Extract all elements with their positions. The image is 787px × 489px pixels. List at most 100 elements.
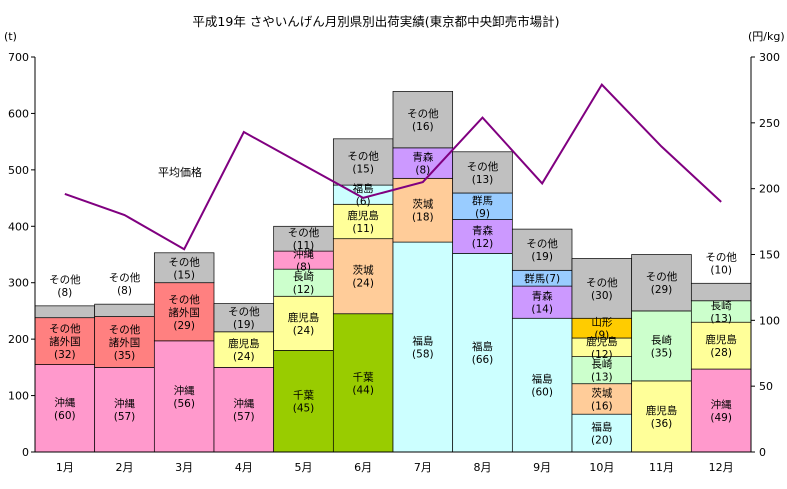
bars xyxy=(34,91,752,453)
bar-segment xyxy=(452,151,513,194)
segment-label: (60) xyxy=(531,387,553,399)
segment-label: その他 xyxy=(109,271,141,284)
segment-label: (10) xyxy=(710,264,732,276)
segment-label: 鹿児島 xyxy=(347,209,379,222)
right-tick-label: 150 xyxy=(759,249,780,262)
segment-label: (15) xyxy=(352,163,374,175)
segment-label: 鹿児島 xyxy=(228,337,260,350)
right-tick-label: 300 xyxy=(759,51,780,64)
bar-segment xyxy=(392,147,454,179)
segment-label: (13) xyxy=(472,174,494,186)
segment-label: (24) xyxy=(293,325,315,337)
segment-label: (29) xyxy=(651,284,673,296)
segment-label: (45) xyxy=(293,403,315,415)
x-tick-label: 7月 xyxy=(414,461,432,474)
segment-label: 福島 xyxy=(472,340,493,353)
segment-label: 青森 xyxy=(472,224,493,237)
segment-label: (13) xyxy=(591,372,613,384)
bar-segment xyxy=(332,203,394,240)
right-tick-label: 50 xyxy=(759,380,773,393)
bar-segment xyxy=(690,368,752,453)
segment-label: その他 xyxy=(49,322,81,335)
left-tick-label: 100 xyxy=(8,390,29,403)
left-tick-label: 300 xyxy=(8,277,29,290)
segment-label: 福島 xyxy=(532,373,553,386)
segment-label: その他 xyxy=(49,273,81,286)
bar-segment xyxy=(94,316,155,368)
chart-title: 平成19年 さやいんげん月別県別出荷実績(東京都中央卸売市場計) xyxy=(192,14,559,29)
segment-label: 茨城 xyxy=(353,264,374,277)
segment-label: (30) xyxy=(591,290,613,302)
segment-label: 茨城 xyxy=(412,198,433,211)
segment-label: (49) xyxy=(710,412,732,424)
bar-segment xyxy=(511,228,573,271)
bar-segment xyxy=(571,383,633,415)
segment-label: (28) xyxy=(710,347,732,359)
segment-label: (19) xyxy=(531,251,553,263)
segment-label: (15) xyxy=(173,269,195,281)
left-axis-unit: (t) xyxy=(4,30,17,43)
left-tick-label: 700 xyxy=(8,51,29,64)
left-tick-label: 600 xyxy=(8,107,29,120)
right-tick-label: 0 xyxy=(759,446,766,459)
segment-label: その他 xyxy=(168,255,200,268)
bar-segment xyxy=(153,282,215,342)
segment-label: (24) xyxy=(233,351,255,363)
segment-label: (9) xyxy=(594,330,609,342)
x-tick-label: 3月 xyxy=(175,461,193,474)
segment-label: (58) xyxy=(412,349,434,361)
segment-label: その他 xyxy=(407,107,439,120)
left-tick-label: 0 xyxy=(22,446,29,459)
segment-labels: 沖縄(60)その他諸外国(32)その他(8)沖縄(57)その他諸外国(35)その… xyxy=(49,107,737,446)
segment-label: 諸外国 xyxy=(109,336,141,349)
segment-label: (36) xyxy=(651,418,673,430)
bar-segment xyxy=(153,340,215,453)
x-tick-label: 5月 xyxy=(295,461,313,474)
axes: 0 100 200 300 400 500 600 700 0 50 100 150 200 250 300… xyxy=(8,51,780,474)
bar-segment xyxy=(452,253,513,453)
segment-label: 青森 xyxy=(532,290,553,303)
bar-segment xyxy=(34,305,96,319)
segment-label: 長崎 xyxy=(293,270,314,283)
segment-label: (16) xyxy=(591,400,613,412)
segment-label: その他 xyxy=(586,276,618,289)
segment-label: 沖縄 xyxy=(233,397,254,410)
bar-segment xyxy=(94,303,155,317)
bar-segment xyxy=(332,138,394,186)
bar-segment xyxy=(511,317,573,453)
bar-segment xyxy=(690,282,752,302)
segment-label: (35) xyxy=(114,350,136,362)
segment-label: 沖縄 xyxy=(54,396,75,409)
segment-label: (8) xyxy=(415,165,430,177)
segment-label: 群馬(7) xyxy=(524,272,560,285)
segment-label: その他 xyxy=(526,237,558,250)
x-tick-label: 2月 xyxy=(116,461,134,474)
segment-label: 長崎 xyxy=(711,299,732,312)
bar-segment xyxy=(392,91,454,149)
segment-label: (57) xyxy=(233,411,255,423)
segment-label: その他 xyxy=(109,323,141,336)
segment-label: (24) xyxy=(352,278,374,290)
segment-label: 青森 xyxy=(412,151,433,164)
x-tick-label: 4月 xyxy=(235,461,253,474)
segment-label: (20) xyxy=(591,435,613,447)
segment-label: 沖縄 xyxy=(293,248,314,261)
segment-label: (11) xyxy=(293,240,315,252)
segment-label: 福島 xyxy=(412,335,433,348)
price-line-path xyxy=(64,83,722,251)
bar-segment xyxy=(273,268,334,297)
segment-label: 千葉 xyxy=(293,389,314,402)
segment-label: 鹿児島 xyxy=(705,333,737,346)
segment-label: その他 xyxy=(288,226,320,239)
price-line-label: 平均価格 xyxy=(158,165,202,179)
x-tick-label: 8月 xyxy=(474,461,492,474)
x-tick-label: 6月 xyxy=(354,461,372,474)
segment-label: 千葉 xyxy=(353,370,374,383)
segment-label: (56) xyxy=(173,398,195,410)
segment-label: 沖縄 xyxy=(711,398,732,411)
segment-label: (13) xyxy=(710,313,732,325)
segment-label: その他 xyxy=(228,305,260,318)
bar-segment xyxy=(273,295,334,351)
segment-label: その他 xyxy=(646,270,678,283)
bar-segment xyxy=(273,225,334,252)
